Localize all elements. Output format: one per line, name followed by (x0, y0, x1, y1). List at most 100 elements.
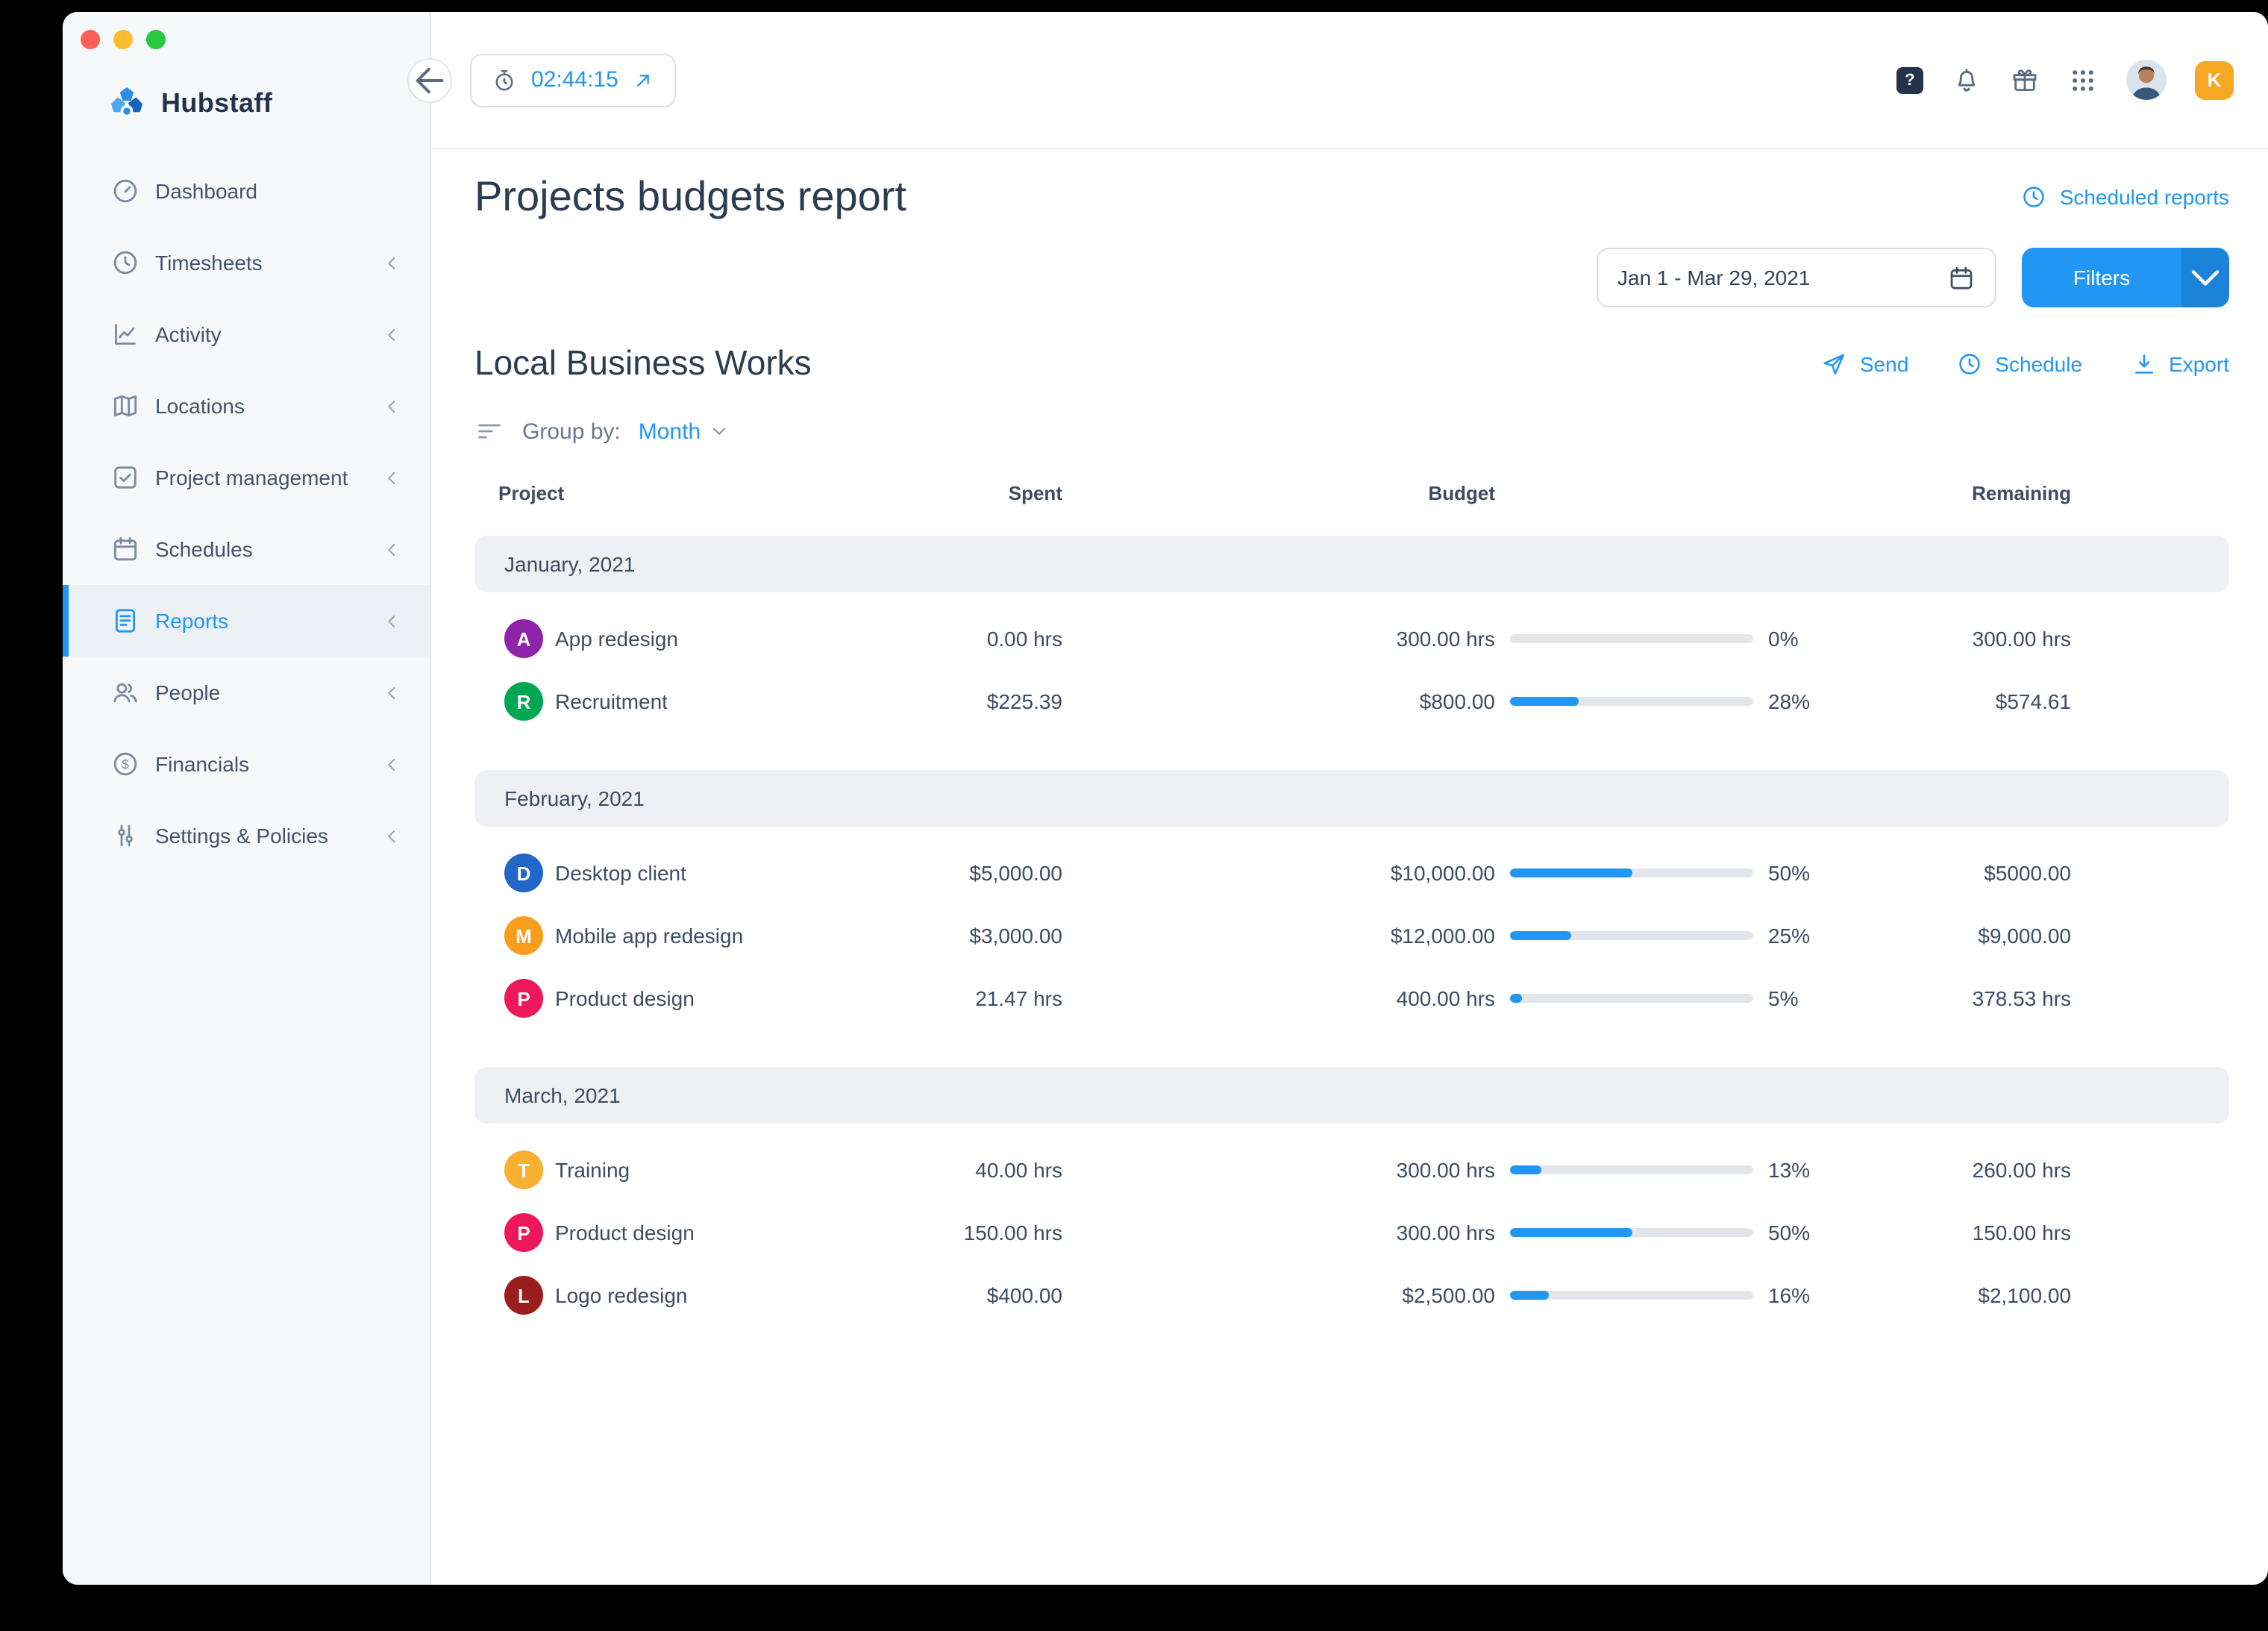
chevron-left-icon (380, 824, 403, 847)
progress-fill (1510, 1165, 1542, 1174)
sidebar-item-label: Reports (155, 609, 229, 633)
spent-value: 21.47 hrs (975, 986, 1062, 1010)
chevron-left-icon (380, 538, 403, 560)
sidebar-item-activity[interactable]: Activity (63, 298, 430, 370)
project-initial: L (518, 1284, 530, 1306)
project-avatar: R (504, 682, 543, 721)
project-name: Product design (555, 986, 695, 1010)
scheduled-reports-link[interactable]: Scheduled reports (2021, 184, 2229, 210)
timesheets-icon (110, 248, 140, 278)
sidebar-item-locations[interactable]: Locations (63, 370, 430, 442)
project-row[interactable]: M Mobile app redesign $3,000.00 $12,000.… (474, 904, 2229, 967)
report-actions: Send Schedule Export (1821, 350, 2229, 377)
filters-button[interactable]: Filters (2022, 248, 2229, 307)
budget-progress-bar (1495, 994, 1768, 1003)
budget-progress-bar (1495, 634, 1768, 643)
spent-value: $5,000.00 (969, 861, 1062, 885)
close-window-button[interactable] (81, 30, 100, 49)
project-name: Training (555, 1158, 630, 1182)
percent-used: 50% (1768, 1221, 1811, 1245)
group-by-label: Group by: (522, 419, 621, 444)
sidebar-item-schedules[interactable]: Schedules (63, 513, 430, 585)
sort-icon (474, 416, 504, 446)
project-initial: A (516, 627, 531, 650)
locations-icon (110, 391, 140, 421)
topbar: 02:44:15 ? (407, 12, 2268, 149)
export-button[interactable]: Export (2130, 350, 2229, 377)
stopwatch-icon (491, 66, 518, 93)
chevron-down-icon (2181, 254, 2229, 301)
filters-label[interactable]: Filters (2022, 248, 2181, 307)
user-avatar[interactable] (2126, 60, 2167, 100)
month-group: January, 2021 A App redesign 0.00 hrs 30… (474, 536, 2229, 733)
filters-dropdown-button[interactable] (2181, 248, 2229, 307)
project-name: Recruitment (555, 689, 668, 713)
spent-value: 150.00 hrs (963, 1221, 1062, 1245)
project-row[interactable]: P Product design 21.47 hrs 400.00 hrs 5%… (474, 967, 2229, 1030)
progress-fill (1510, 697, 1579, 706)
sidebar: Hubstaff Dashboard Timesheets Activity L… (63, 12, 431, 1585)
send-button[interactable]: Send (1821, 350, 1908, 377)
calendar-icon (1947, 263, 1976, 292)
month-group-header: January, 2021 (474, 536, 2229, 592)
project-row[interactable]: P Product design 150.00 hrs 300.00 hrs 5… (474, 1201, 2229, 1264)
sidebar-item-label: Dashboard (155, 179, 257, 203)
sidebar-item-label: Locations (155, 394, 245, 418)
sidebar-item-timesheets[interactable]: Timesheets (63, 227, 430, 298)
project-row[interactable]: A App redesign 0.00 hrs 300.00 hrs 0% 30… (474, 607, 2229, 670)
app-window: Hubstaff Dashboard Timesheets Activity L… (63, 12, 2268, 1585)
timer-widget[interactable]: 02:44:15 (470, 53, 677, 107)
sidebar-item-people[interactable]: People (63, 657, 430, 728)
zoom-window-button[interactable] (146, 30, 166, 49)
project-row[interactable]: T Training 40.00 hrs 300.00 hrs 13% 260.… (474, 1139, 2229, 1201)
main-area: 02:44:15 ? (407, 12, 2268, 1585)
workspace-badge[interactable]: K (2195, 60, 2234, 99)
spent-value: 40.00 hrs (975, 1158, 1062, 1182)
gift-icon[interactable] (2010, 65, 2040, 95)
budget-value: $10,000.00 (1390, 861, 1495, 885)
percent-used: 25% (1768, 924, 1811, 948)
sidebar-item-financials[interactable]: $ Financials (63, 728, 430, 800)
report-content: Projects budgets report Scheduled report… (431, 149, 2268, 1585)
schedules-icon (110, 534, 140, 564)
apps-grid-icon[interactable] (2068, 65, 2098, 95)
sidebar-item-project-management[interactable]: Project management (63, 442, 430, 513)
sidebar-item-dashboard[interactable]: Dashboard (63, 155, 430, 227)
back-button[interactable] (407, 57, 452, 102)
schedule-button[interactable]: Schedule (1956, 350, 2082, 377)
dashboard-icon (110, 176, 140, 206)
project-row[interactable]: L Logo redesign $400.00 $2,500.00 16% $2… (474, 1264, 2229, 1327)
percent-used: 0% (1768, 627, 1799, 651)
open-timer-icon[interactable] (632, 68, 656, 92)
minimize-window-button[interactable] (113, 30, 133, 49)
percent-used: 13% (1768, 1158, 1811, 1182)
project-row[interactable]: R Recruitment $225.39 $800.00 28% $574.6… (474, 670, 2229, 733)
notifications-bell-icon[interactable] (1952, 65, 1982, 95)
project-avatar: P (504, 1213, 543, 1252)
help-button[interactable]: ? (1896, 66, 1923, 93)
chevron-left-icon (380, 610, 403, 632)
month-label: February, 2021 (504, 786, 645, 810)
progress-fill (1510, 1291, 1550, 1300)
project-row[interactable]: D Desktop client $5,000.00 $10,000.00 50… (474, 842, 2229, 904)
budget-value: 400.00 hrs (1396, 986, 1495, 1010)
sidebar-item-label: Timesheets (155, 251, 263, 275)
sidebar-item-reports[interactable]: Reports (63, 585, 430, 657)
chevron-left-icon (380, 395, 403, 417)
chevron-left-icon (380, 323, 403, 345)
sidebar-nav: Dashboard Timesheets Activity Locations … (63, 155, 430, 871)
budgets-table: Project Spent Budget Remaining January, … (474, 479, 2229, 1327)
spent-value: 0.00 hrs (986, 627, 1062, 651)
date-range-input[interactable]: Jan 1 - Mar 29, 2021 (1597, 248, 1996, 307)
month-label: March, 2021 (504, 1083, 621, 1107)
month-group-header: March, 2021 (474, 1067, 2229, 1124)
remaining-value: $574.61 (1995, 689, 2071, 713)
group-by-select[interactable]: Month (639, 419, 729, 444)
project-initial: P (517, 1221, 530, 1244)
schedule-label: Schedule (1995, 351, 2083, 375)
chevron-left-icon (380, 681, 403, 704)
sidebar-item-settings-policies[interactable]: Settings & Policies (63, 800, 430, 871)
chevron-left-icon (380, 466, 403, 489)
project-name: Product design (555, 1221, 695, 1245)
